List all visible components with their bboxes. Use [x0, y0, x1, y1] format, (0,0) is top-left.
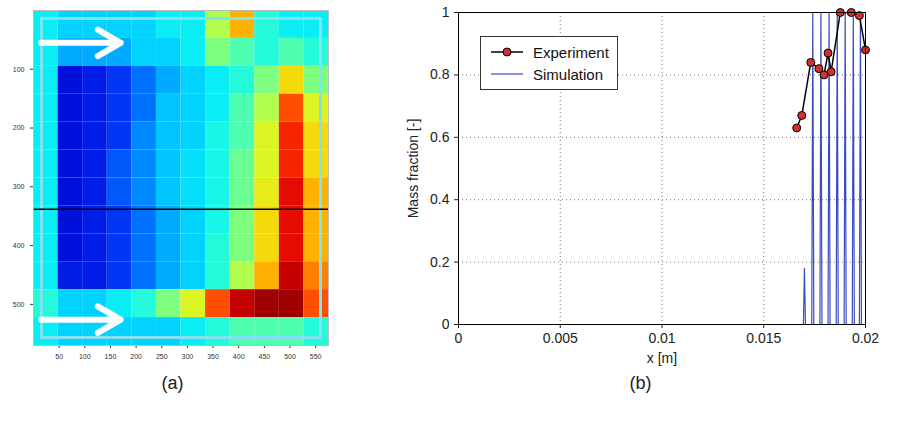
- html-text:Simulation: Simulation: [533, 65, 603, 83]
- svg-text:0: 0: [442, 316, 450, 332]
- svg-text:250: 250: [156, 353, 168, 360]
- svg-text:400: 400: [13, 242, 25, 249]
- svg-text:100: 100: [13, 66, 25, 73]
- svg-text:0.02: 0.02: [852, 330, 879, 346]
- svg-text:500: 500: [284, 353, 296, 360]
- svg-text:150: 150: [105, 353, 117, 360]
- svg-text:500: 500: [13, 301, 25, 308]
- svg-text:300: 300: [182, 353, 194, 360]
- svg-text:Mass fraction [-]: Mass fraction [-]: [405, 119, 421, 219]
- svg-text:350: 350: [207, 353, 219, 360]
- svg-text:200: 200: [13, 124, 25, 131]
- svg-text:0.01: 0.01: [648, 330, 675, 346]
- svg-text:0.005: 0.005: [543, 330, 578, 346]
- svg-text:400: 400: [233, 353, 245, 360]
- svg-text:x [m]: x [m]: [647, 350, 677, 366]
- svg-text:0.8: 0.8: [430, 66, 450, 82]
- svg-text:50: 50: [55, 353, 63, 360]
- svg-text:300: 300: [13, 183, 25, 190]
- html-text:(b): (b): [629, 373, 652, 393]
- svg-text:200: 200: [130, 353, 142, 360]
- svg-text:0.015: 0.015: [746, 330, 781, 346]
- svg-text:100: 100: [79, 353, 91, 360]
- svg-text:0: 0: [455, 330, 463, 346]
- svg-text:550: 550: [310, 353, 322, 360]
- svg-text:450: 450: [259, 353, 271, 360]
- html-text:(a): (a): [161, 373, 184, 393]
- svg-text:0.4: 0.4: [430, 191, 450, 207]
- svg-text:0.6: 0.6: [430, 129, 450, 145]
- svg-text:1: 1: [442, 4, 450, 20]
- svg-text:0.2: 0.2: [430, 254, 450, 270]
- html-text:Experiment: Experiment: [533, 43, 609, 61]
